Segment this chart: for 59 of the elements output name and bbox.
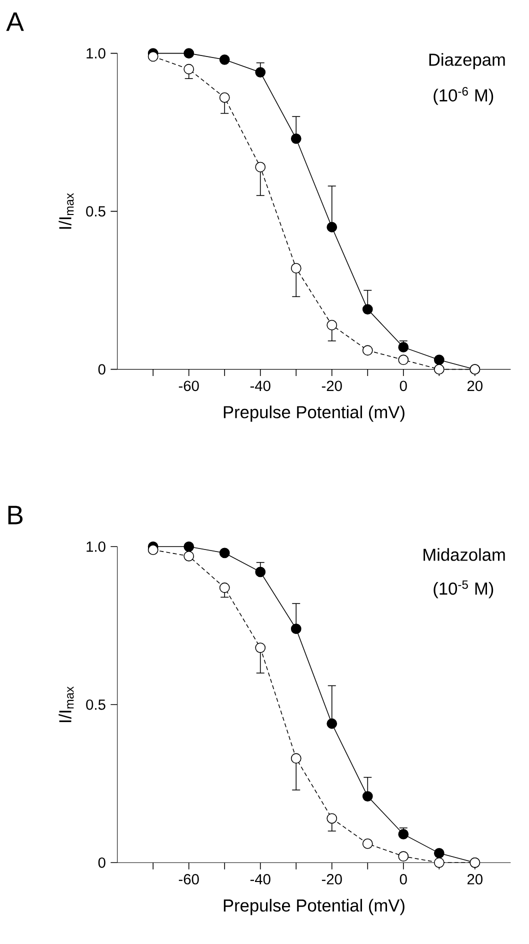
point [219,548,230,558]
point [184,64,194,74]
point [434,364,444,375]
point [326,222,338,232]
point [362,791,373,802]
point [219,92,230,103]
point [434,857,444,868]
point [148,51,158,62]
chart-title: A [6,12,24,31]
x-tick-label: -60 [178,380,199,392]
y-tick-label: 1.0 [86,48,106,59]
x-tick-label: 0 [400,380,407,392]
point [398,342,409,352]
point [326,813,338,824]
point [255,67,266,78]
point [398,851,409,862]
point [184,48,194,59]
y-axis-title: I/I$_{max}$ [58,686,74,722]
point [398,829,409,840]
point [219,582,230,593]
point [290,133,302,144]
point [148,544,158,556]
x-tick-label: -40 [250,874,270,884]
point [184,541,194,552]
point [362,838,373,849]
y-tick-label: 1.0 [86,541,106,552]
x-tick-label: 20 [467,874,482,884]
y-axis-title: I/I$_{max}$ [58,193,74,229]
y-tick-label: 0 [98,857,106,868]
x-tick-label: -20 [322,874,342,884]
x-tick-label: 20 [467,380,482,392]
x-tick-label: -20 [322,380,342,392]
x-axis-title: Prepulse Potential (mV) [224,898,404,916]
point [255,642,266,653]
annotation: (10$^{-6}$ M) [434,87,494,105]
point [290,624,302,634]
annotation: Midazolam [424,548,505,561]
x-tick-label: -40 [250,380,270,392]
point [326,718,338,729]
x-tick-label: 0 [400,874,407,884]
point [362,304,373,314]
point [434,354,444,366]
x-tick-label: -60 [178,874,199,884]
point [434,848,444,858]
y-tick-label: 0.5 [86,206,106,217]
annotation: Diazepam [429,53,505,70]
y-tick-label: 0.5 [86,699,106,710]
y-tick-label: 0 [98,364,106,375]
x-axis-title: Prepulse Potential (mV) [224,406,404,422]
annotation: (10$^{-5}$ M) [434,580,494,598]
chart-title: B [8,506,23,524]
point [326,320,338,330]
point [398,354,409,366]
point [255,566,266,578]
point [290,263,302,274]
point [362,345,373,356]
point [255,162,266,172]
point [219,54,230,65]
point [290,753,302,764]
